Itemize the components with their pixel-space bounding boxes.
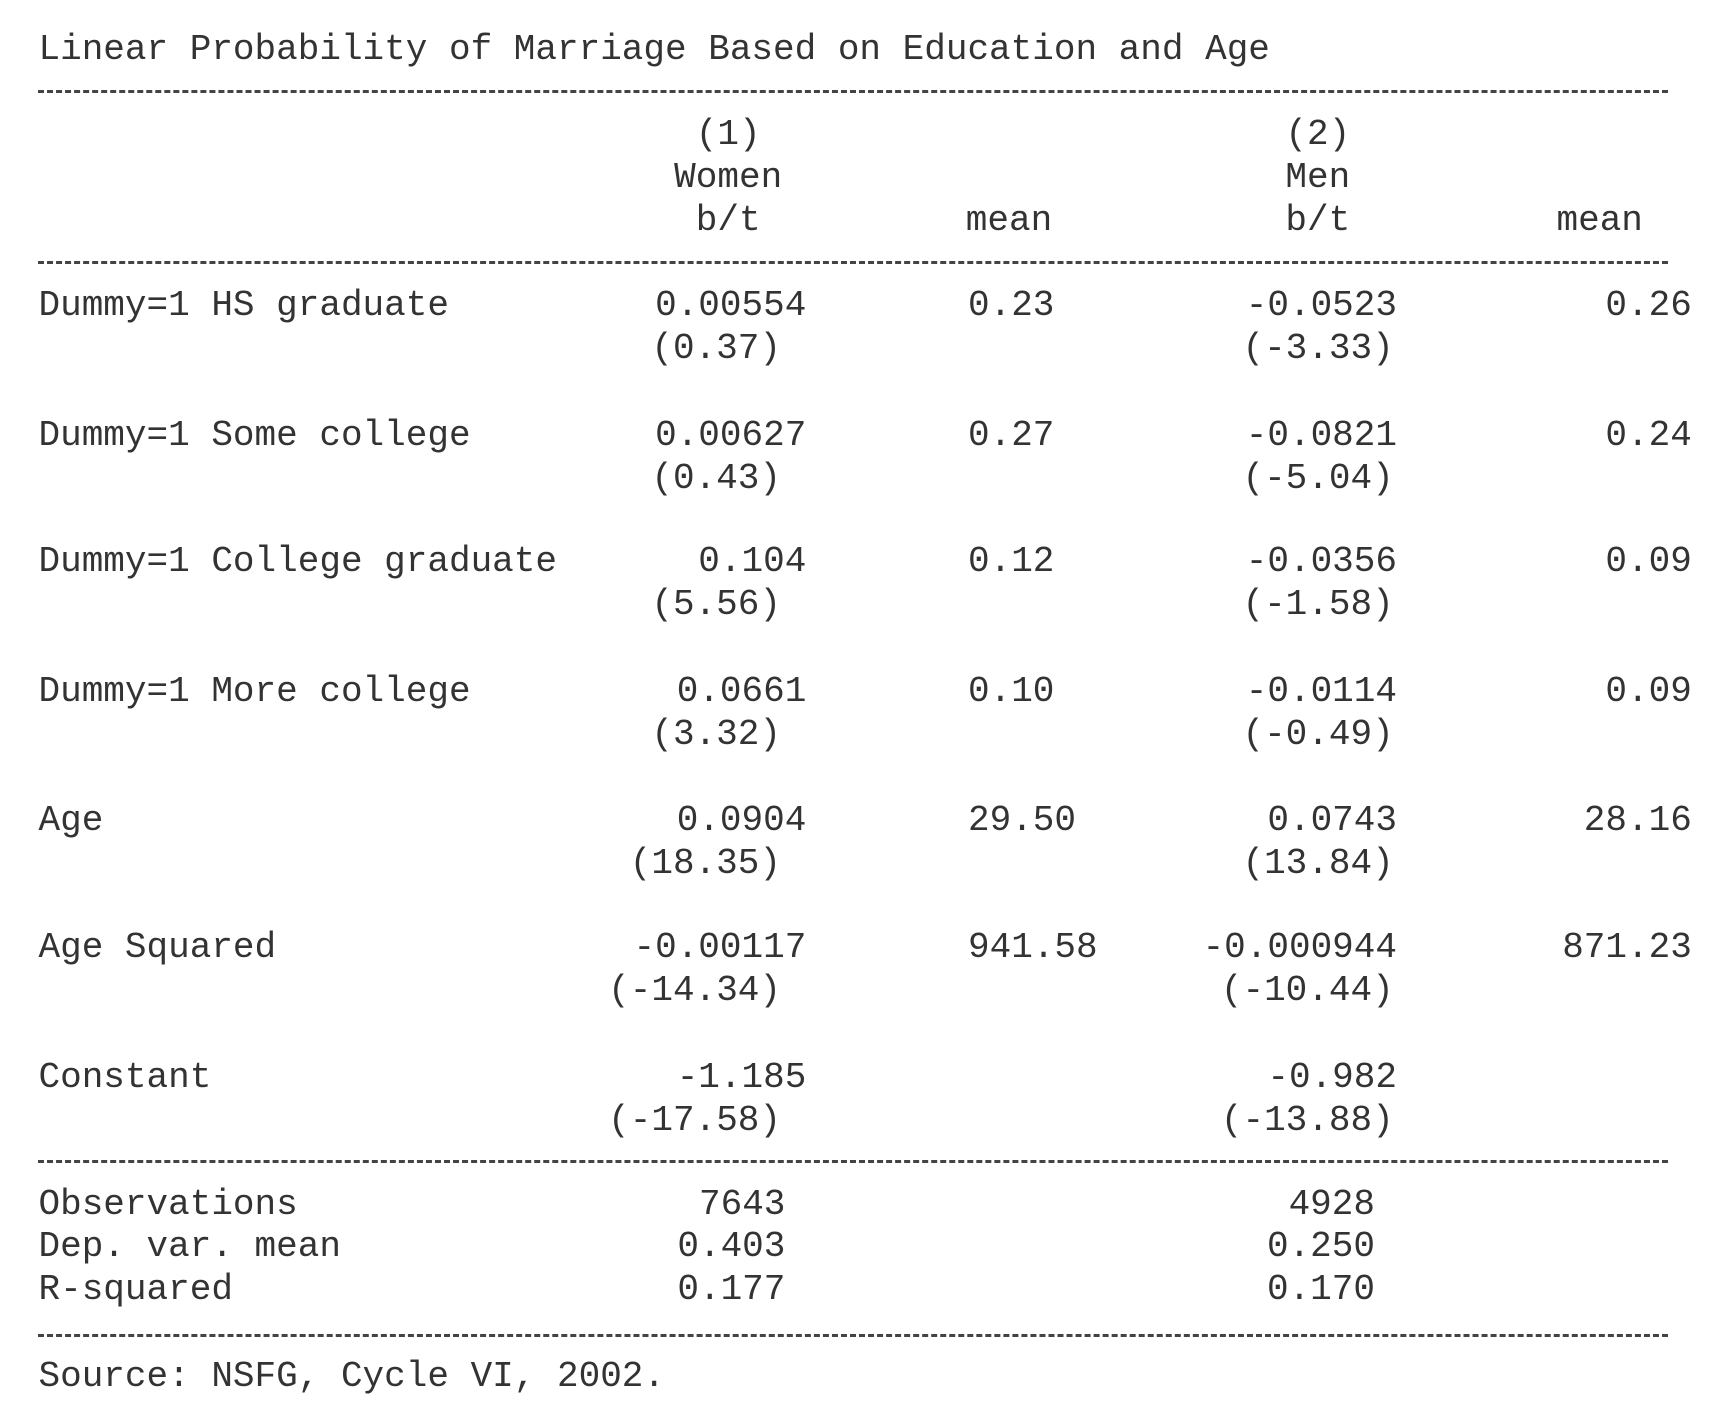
mean: 871.23 <box>1562 927 1692 969</box>
coefficient: 0.0904 <box>676 799 807 841</box>
column-number: (1) <box>695 114 761 156</box>
coefficient: 0.0743 <box>1267 799 1397 841</box>
t-statistic: (-0.49) <box>1242 713 1394 755</box>
t-statistic: (18.35) <box>629 842 781 884</box>
mean: 28.16 <box>1583 799 1692 841</box>
t-statistic: (0.37) <box>651 327 781 369</box>
t-statistic: (-10.44) <box>1220 970 1394 1012</box>
stat-label: Observations <box>38 1183 298 1225</box>
stat-value: 4928 <box>1288 1183 1375 1225</box>
coefficient: -0.0356 <box>1245 541 1397 583</box>
mean: 0.09 <box>1605 670 1692 712</box>
mean: 941.58 <box>968 927 1098 969</box>
coefficient: -0.982 <box>1267 1057 1397 1098</box>
row-label: Age Squared <box>38 927 277 969</box>
t-statistic: (-13.88) <box>1220 1099 1394 1141</box>
coefficient: 0.00627 <box>655 414 807 456</box>
column-name: Men <box>1285 157 1351 199</box>
coefficient: -0.0523 <box>1245 284 1397 326</box>
stat-label: Dep. var. mean <box>38 1226 341 1268</box>
mean: 0.12 <box>968 541 1055 583</box>
coefficient: 0.00554 <box>655 284 807 326</box>
stat-value: 0.250 <box>1266 1226 1375 1268</box>
row-label: Dummy=1 Some college <box>38 414 471 456</box>
rule <box>38 1160 1668 1163</box>
rule <box>38 90 1668 93</box>
t-statistic: (3.32) <box>651 713 781 755</box>
column-number: (2) <box>1285 114 1351 156</box>
mean: 0.24 <box>1605 414 1692 456</box>
mean: 0.26 <box>1605 284 1692 326</box>
source-note: Source: NSFG, Cycle VI, 2002. <box>38 1356 666 1398</box>
t-statistic: (-1.58) <box>1242 584 1394 625</box>
rule <box>38 261 1668 264</box>
coefficient: -0.00117 <box>633 927 807 969</box>
column-name: Women <box>674 157 783 199</box>
row-label: Age <box>38 799 104 841</box>
mean: 0.10 <box>968 670 1055 712</box>
mean: 0.27 <box>968 414 1055 456</box>
coefficient: -0.0821 <box>1245 414 1397 456</box>
column-stat: mean <box>1556 200 1643 242</box>
stat-value: 0.170 <box>1266 1269 1375 1311</box>
row-label: Dummy=1 College graduate <box>38 541 557 583</box>
stat-value: 0.403 <box>677 1226 786 1268</box>
table-title: Linear Probability of Marriage Based on … <box>38 28 1270 70</box>
stat-value: 0.177 <box>677 1269 786 1311</box>
stat-label: R-squared <box>38 1269 233 1311</box>
row-label: Dummy=1 More college <box>38 670 471 712</box>
stat-value: 7643 <box>698 1183 786 1225</box>
t-statistic: (-14.34) <box>608 970 781 1012</box>
t-statistic: (5.56) <box>651 584 781 625</box>
t-statistic: (-17.58) <box>608 1099 781 1141</box>
column-stat: mean <box>965 200 1053 242</box>
mean: 0.23 <box>968 284 1055 326</box>
coefficient: 0.0661 <box>676 670 807 712</box>
mean: 29.50 <box>968 799 1077 841</box>
t-statistic: (-3.33) <box>1242 327 1394 369</box>
t-statistic: (0.43) <box>651 457 781 499</box>
row-label: Dummy=1 HS graduate <box>38 284 449 326</box>
column-stat: b/t <box>695 200 761 242</box>
rule <box>38 1334 1668 1337</box>
coefficient: -0.0114 <box>1245 670 1397 712</box>
t-statistic: (-5.04) <box>1242 457 1394 499</box>
coefficient: 0.104 <box>698 541 807 583</box>
column-stat: b/t <box>1285 200 1351 242</box>
coefficient: -1.185 <box>676 1057 807 1098</box>
row-label: Constant <box>38 1057 212 1098</box>
coefficient: -0.000944 <box>1202 927 1397 969</box>
t-statistic: (13.84) <box>1242 842 1394 884</box>
mean: 0.09 <box>1605 541 1692 583</box>
